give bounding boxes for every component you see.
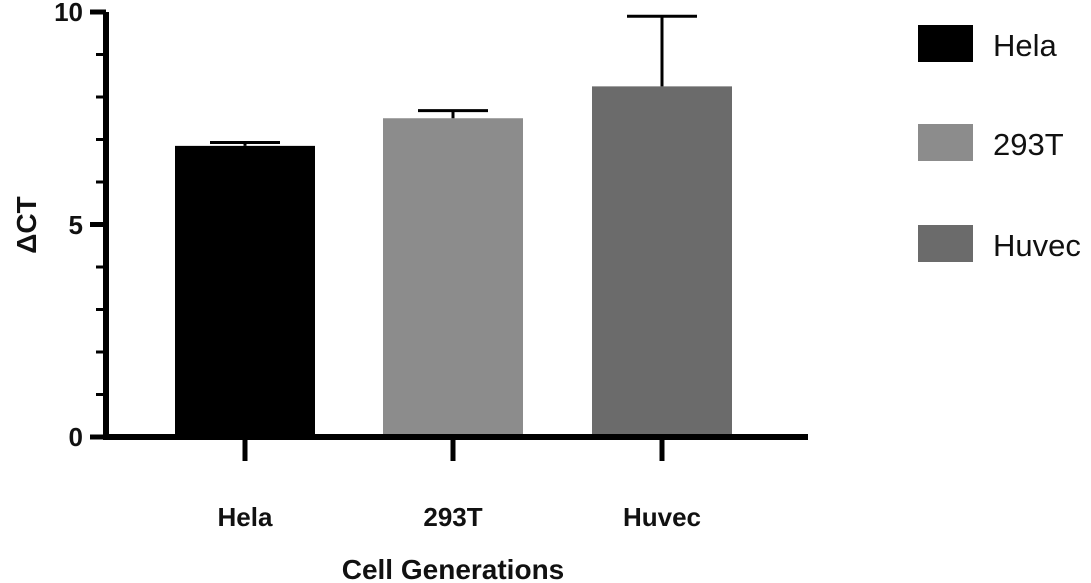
legend: Hela 293T Huvec xyxy=(918,25,1081,263)
bar-hela xyxy=(175,145,315,437)
y-tick-label-0: 0 xyxy=(69,422,83,452)
legend-swatch-293t xyxy=(918,124,973,161)
x-ticks-group xyxy=(242,437,665,461)
bar-huvec xyxy=(592,86,732,437)
y-ticks-group xyxy=(90,9,106,440)
bars-group xyxy=(175,86,732,437)
y-tick-label-5: 5 xyxy=(69,210,83,240)
legend-label-huvec: Huvec xyxy=(993,228,1081,263)
legend-label-293t: 293T xyxy=(993,127,1064,162)
legend-swatch-hela xyxy=(918,25,973,62)
error-bars-group xyxy=(210,14,697,146)
bar-293t xyxy=(383,118,523,437)
x-tick-label-293t: 293T xyxy=(423,502,482,532)
y-axis-title: ΔCT xyxy=(11,196,42,253)
x-tick-label-hela: Hela xyxy=(218,502,273,532)
legend-label-hela: Hela xyxy=(993,28,1058,63)
y-tick-label-10: 10 xyxy=(54,0,83,27)
x-tick-label-huvec: Huvec xyxy=(623,502,701,532)
x-axis-title: Cell Generations xyxy=(342,554,565,583)
legend-swatch-huvec xyxy=(918,225,973,262)
